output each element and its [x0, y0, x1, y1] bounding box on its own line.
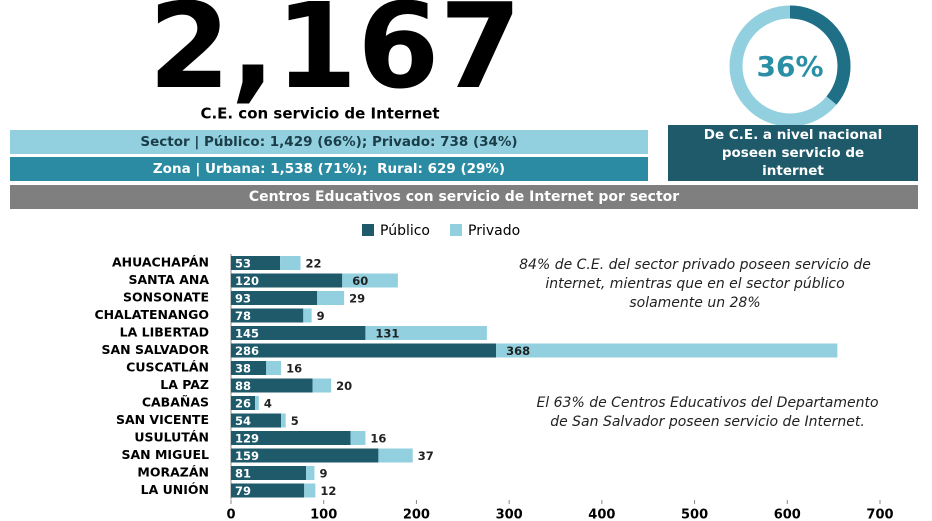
- data-label: 131: [375, 327, 399, 341]
- data-label: 37: [418, 449, 434, 463]
- donut-arc: [729, 5, 851, 127]
- data-label: 26: [235, 397, 251, 411]
- x-tick-label: 500: [681, 508, 708, 521]
- bar: [231, 273, 343, 288]
- bar: [231, 448, 379, 463]
- data-label: 368: [506, 344, 530, 358]
- data-label: 9: [319, 467, 327, 481]
- data-label: 53: [235, 257, 251, 271]
- bar: [231, 378, 313, 393]
- data-label: 145: [235, 327, 259, 341]
- donut-label: 36%: [756, 50, 823, 83]
- data-label: 129: [235, 432, 259, 446]
- x-tick-label: 300: [496, 508, 523, 521]
- legend-swatch: [450, 224, 462, 236]
- x-tick-label: 0: [226, 508, 235, 521]
- data-label: 9: [317, 309, 325, 323]
- legend-label: Privado: [468, 223, 520, 239]
- legend-swatch: [362, 224, 374, 236]
- x-tick-label: 700: [866, 508, 893, 521]
- annotation: El 63% de Centros Educativos del Departa…: [536, 395, 879, 430]
- data-label: 5: [291, 414, 299, 428]
- data-label: 286: [235, 344, 259, 358]
- bar: [317, 291, 345, 305]
- bar: [304, 483, 316, 498]
- bar: [231, 308, 304, 323]
- data-label: 93: [235, 292, 251, 306]
- legend-label: Público: [380, 223, 430, 239]
- bar: [303, 308, 312, 323]
- y-tick-label: SANTA ANA: [128, 272, 209, 287]
- bar: [312, 378, 332, 393]
- total: 2,167: [148, 0, 521, 115]
- bar: [231, 396, 256, 410]
- bar: [231, 343, 497, 358]
- bar: [280, 256, 301, 270]
- data-label: 29: [349, 292, 365, 306]
- y-tick-label: SAN MIGUEL: [122, 447, 210, 462]
- data-label: 60: [352, 274, 368, 288]
- x-tick-label: 600: [774, 508, 801, 521]
- x-tick-label: 400: [588, 508, 615, 521]
- data-label: 81: [235, 467, 251, 481]
- data-label: 159: [235, 449, 259, 463]
- y-tick-label: LA LIBERTAD: [120, 325, 209, 340]
- bar: [255, 396, 259, 410]
- bar: [231, 483, 305, 498]
- data-label: 20: [336, 379, 352, 393]
- bar: [365, 326, 487, 340]
- bar: [350, 431, 366, 445]
- bar: [231, 291, 318, 305]
- y-tick-label: SAN SALVADOR: [101, 342, 209, 357]
- zona-box: Zona | Urbana: 1,538 (71%); Rural: 629 (…: [10, 157, 648, 181]
- y-tick-label: LA PAZ: [160, 377, 209, 392]
- y-tick-label: SAN VICENTE: [116, 412, 209, 427]
- data-label: 4: [264, 397, 272, 411]
- bar: [266, 361, 282, 375]
- bar: [231, 413, 282, 428]
- bar: [342, 273, 398, 288]
- data-label: 79: [235, 484, 251, 498]
- data-label: 22: [306, 257, 322, 271]
- donut-caption: De C.E. a nivel nacional poseen servicio…: [668, 125, 918, 181]
- data-label: 120: [235, 274, 259, 288]
- data-label: 88: [235, 379, 251, 393]
- data-label: 12: [320, 484, 336, 498]
- total-caption: C.E. con servicio de Internet: [200, 105, 439, 123]
- y-tick-label: CABAÑAS: [142, 395, 209, 410]
- bar: [306, 466, 315, 480]
- x-tick-label: 200: [403, 508, 430, 521]
- y-tick-label: AHUACHAPÁN: [112, 255, 209, 270]
- data-label: 16: [286, 362, 302, 376]
- x-tick-label: 100: [310, 508, 337, 521]
- bar: [231, 256, 281, 270]
- bar: [231, 361, 267, 375]
- bar: [281, 413, 286, 428]
- data-label: 54: [235, 414, 251, 428]
- annotation: 84% de C.E. del sector privado poseen se…: [519, 257, 871, 311]
- bar: [231, 466, 307, 480]
- y-tick-label: SONSONATE: [123, 290, 209, 305]
- y-tick-label: MORAZÁN: [137, 465, 209, 480]
- y-tick-label: CHALATENANGO: [94, 307, 209, 322]
- data-label: 38: [235, 362, 251, 376]
- bar: [231, 326, 366, 340]
- y-tick-label: CUSCATLÁN: [126, 360, 209, 375]
- bar: [496, 343, 838, 358]
- bar: [231, 431, 351, 445]
- data-label: 78: [235, 309, 251, 323]
- y-tick-label: USULUTÁN: [134, 430, 209, 445]
- sector-box: Sector | Público: 1,429 (66%); Privado: …: [10, 130, 648, 154]
- data-label: 16: [370, 432, 386, 446]
- y-tick-label: LA UNIÓN: [141, 482, 209, 497]
- chart-title: Centros Educativos con servicio de Inter…: [249, 189, 679, 205]
- banner: [10, 185, 918, 209]
- bar: [378, 448, 413, 463]
